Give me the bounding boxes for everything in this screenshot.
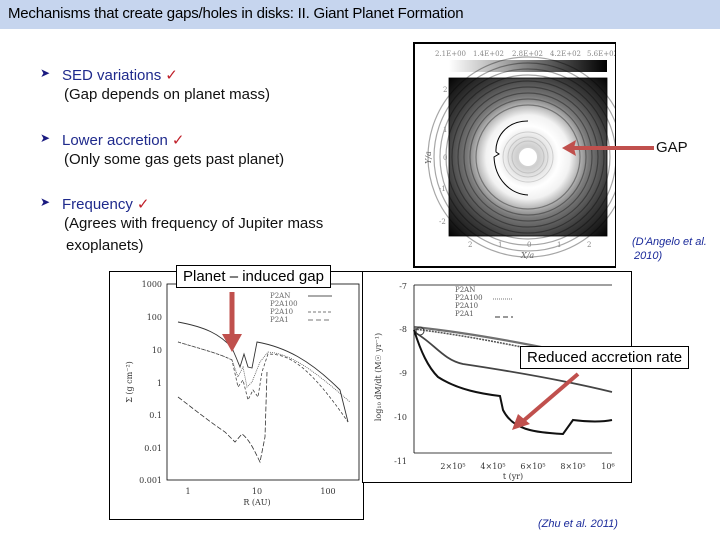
bullet-heading: Lower accretion [62, 132, 168, 149]
bullet-heading: Frequency [62, 196, 133, 213]
svg-text:1: 1 [157, 379, 162, 388]
svg-text:P2A1: P2A1 [455, 310, 474, 318]
svg-text:-7: -7 [399, 282, 407, 291]
svg-text:-1: -1 [439, 185, 446, 193]
svg-text:8×10⁵: 8×10⁵ [560, 462, 585, 471]
gap-callout-arrow-icon [222, 292, 242, 352]
check-icon: ✓ [136, 196, 150, 213]
svg-text:1: 1 [185, 487, 190, 496]
svg-text:10: 10 [152, 346, 162, 355]
svg-text:4×10⁵: 4×10⁵ [480, 462, 505, 471]
svg-text:P2A1: P2A1 [270, 316, 289, 324]
svg-text:0: 0 [443, 154, 447, 162]
svg-text:2: 2 [443, 86, 447, 94]
svg-text:6×10⁵: 6×10⁵ [520, 462, 545, 471]
svg-text:1: 1 [443, 126, 447, 134]
svg-text:P2A10: P2A10 [455, 302, 478, 310]
surface-density-chart: 1000 100 10 1 0.1 0.01 0.001 1 10 100 R … [109, 271, 364, 520]
citation-dangelo: (D'Angelo et al. [632, 236, 707, 248]
svg-text:2.1E+00: 2.1E+00 [435, 50, 466, 58]
svg-text:P2AN: P2AN [270, 292, 290, 300]
accretion-rate-chart: -7 -8 -9 -10 -11 2×10⁵ 4×10⁵ 6×10⁵ 8×10⁵… [362, 271, 632, 483]
slide-title-bar: Mechanisms that create gaps/holes in dis… [0, 0, 720, 29]
svg-text:2: 2 [587, 241, 591, 249]
svg-text:log₁₀ dM/dt (M☉ yr⁻¹): log₁₀ dM/dt (M☉ yr⁻¹) [374, 333, 383, 421]
svg-text:100: 100 [320, 487, 335, 496]
svg-text:2×10⁵: 2×10⁵ [440, 462, 465, 471]
svg-text:X/a: X/a [520, 251, 534, 260]
svg-text:2: 2 [468, 241, 472, 249]
svg-text:1: 1 [498, 241, 502, 249]
bullet-detail: (Gap depends on planet mass) [64, 86, 270, 103]
bullet-detail: (Agrees with frequency of Jupiter mass [64, 215, 324, 232]
gap-arrow-icon [562, 140, 654, 156]
svg-text:-8: -8 [399, 325, 407, 334]
citation-zhu: (Zhu et al. 2011) [538, 518, 618, 530]
svg-text:-9: -9 [399, 369, 407, 378]
svg-text:0.001: 0.001 [139, 476, 162, 485]
svg-text:2.8E+02: 2.8E+02 [512, 50, 543, 58]
bullet-arrow-icon: ➤ [40, 195, 51, 209]
accretion-rate-plot: -7 -8 -9 -10 -11 2×10⁵ 4×10⁵ 6×10⁵ 8×10⁵… [374, 282, 615, 481]
svg-text:1.4E+02: 1.4E+02 [473, 50, 504, 58]
bullet-arrow-icon: ➤ [40, 131, 51, 145]
svg-text:P2AN: P2AN [455, 286, 475, 294]
reduced-accretion-callout: Reduced accretion rate [520, 346, 690, 369]
planet-induced-gap-callout: Planet – induced gap [176, 265, 331, 288]
svg-text:0.01: 0.01 [144, 444, 162, 453]
svg-text:Y/a: Y/a [424, 151, 433, 164]
svg-text:-2: -2 [439, 218, 446, 226]
svg-text:5.6E+02: 5.6E+02 [587, 50, 615, 58]
svg-text:Σ (g cm⁻²): Σ (g cm⁻²) [125, 361, 134, 403]
svg-text:P2A100: P2A100 [270, 300, 298, 308]
svg-text:4.2E+02: 4.2E+02 [550, 50, 581, 58]
svg-text:10⁶: 10⁶ [601, 462, 614, 471]
svg-text:1: 1 [557, 241, 561, 249]
colorbar [449, 60, 607, 72]
disk-density-map: 2.1E+00 1.4E+02 2.8E+02 4.2E+02 5.6E+02 … [424, 50, 629, 260]
svg-text:P2A100: P2A100 [455, 294, 483, 302]
bullet-arrow-icon: ➤ [40, 66, 51, 80]
slide-title: Mechanisms that create gaps/holes in dis… [8, 5, 464, 22]
svg-text:1000: 1000 [142, 280, 162, 289]
svg-text:100: 100 [147, 313, 162, 322]
disk-density-figure: 2.1E+00 1.4E+02 2.8E+02 4.2E+02 5.6E+02 … [413, 42, 629, 268]
svg-text:0: 0 [527, 241, 531, 249]
svg-text:R (AU): R (AU) [243, 498, 270, 507]
check-icon: ✓ [171, 132, 185, 149]
svg-text:0.1: 0.1 [149, 411, 162, 420]
check-icon: ✓ [165, 67, 178, 84]
svg-text:-11: -11 [394, 457, 407, 466]
svg-text:t (yr): t (yr) [503, 472, 523, 481]
gap-label: GAP [656, 139, 688, 156]
svg-text:-10: -10 [394, 413, 407, 422]
bullet-heading: SED variations [62, 67, 162, 84]
svg-text:10: 10 [252, 487, 262, 496]
surface-density-plot: 1000 100 10 1 0.1 0.01 0.001 1 10 100 R … [125, 280, 360, 507]
accretion-callout-arrow-icon [512, 372, 580, 430]
bullet-detail-cont: exoplanets) [66, 237, 144, 254]
citation-dangelo-year: 2010) [634, 250, 663, 262]
svg-text:P2A10: P2A10 [270, 308, 293, 316]
bullet-detail: (Only some gas gets past planet) [64, 151, 285, 168]
